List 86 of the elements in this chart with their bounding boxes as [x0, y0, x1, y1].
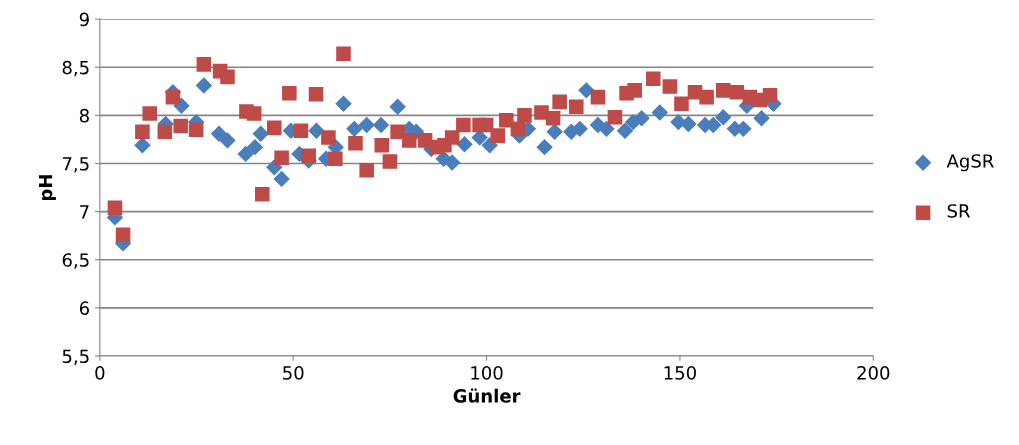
y-tick-label: 7	[80, 205, 89, 219]
point	[282, 85, 297, 101]
point	[246, 138, 264, 156]
point	[444, 130, 460, 145]
point	[237, 145, 254, 163]
x-tick-label: 0	[95, 366, 105, 380]
point	[456, 136, 473, 153]
point	[135, 124, 150, 140]
y-tick-label: 8,5	[62, 60, 89, 77]
point	[115, 227, 131, 243]
x-tick-label: 200	[857, 366, 890, 380]
point	[346, 120, 363, 138]
point	[552, 94, 567, 110]
point	[308, 122, 325, 139]
x-tick-label: 150	[664, 366, 696, 380]
point	[662, 79, 678, 94]
point	[546, 123, 563, 140]
x-axis-title: Günler	[453, 388, 521, 403]
x-tick-label: 100	[471, 366, 503, 380]
point	[382, 154, 398, 169]
y-tick-label: 6	[79, 301, 89, 315]
point	[374, 137, 390, 153]
point	[607, 110, 623, 125]
point	[142, 106, 158, 121]
point	[308, 86, 324, 102]
point	[715, 109, 732, 126]
point	[196, 57, 212, 72]
point	[645, 71, 661, 87]
point	[680, 115, 697, 133]
point	[134, 137, 151, 154]
point	[246, 106, 262, 121]
point	[336, 46, 351, 62]
point	[627, 83, 642, 98]
point	[220, 69, 235, 85]
point	[633, 110, 650, 127]
point	[328, 151, 343, 166]
point	[762, 87, 778, 103]
point	[358, 116, 375, 134]
y-tick-label: 9	[79, 12, 89, 27]
legend-label: AgSR	[946, 154, 994, 172]
point	[266, 120, 282, 136]
point	[293, 123, 309, 139]
point	[536, 138, 553, 156]
point	[321, 130, 336, 145]
point	[753, 110, 770, 127]
point	[651, 104, 669, 121]
y-tick-label: 7,5	[62, 157, 89, 173]
legend-label: SR	[947, 204, 971, 218]
point	[389, 98, 406, 115]
point	[401, 133, 417, 148]
y-tick-label: 5,5	[62, 349, 89, 365]
point	[569, 99, 584, 114]
point	[274, 150, 289, 166]
point	[165, 89, 181, 105]
point	[173, 118, 188, 134]
point	[335, 95, 352, 113]
y-tick-label: 8	[79, 108, 89, 123]
point	[578, 82, 595, 99]
point	[301, 148, 316, 164]
y-tick-label: 6,5	[62, 253, 89, 269]
point	[273, 170, 290, 188]
point	[499, 112, 514, 128]
point	[107, 200, 123, 216]
point	[598, 120, 615, 138]
point	[157, 124, 173, 140]
point	[481, 137, 498, 154]
point	[545, 110, 561, 126]
point	[255, 187, 270, 202]
point	[517, 108, 532, 123]
point	[188, 122, 204, 138]
point	[490, 128, 506, 143]
point	[252, 125, 269, 142]
point	[219, 132, 236, 149]
point	[195, 77, 213, 94]
x-tick-label: 50	[283, 366, 304, 380]
y-axis-title: pH	[38, 175, 56, 201]
point	[372, 116, 390, 134]
point	[699, 89, 714, 105]
point	[348, 136, 363, 151]
point	[729, 85, 745, 100]
point	[616, 122, 634, 139]
point	[359, 162, 374, 178]
point	[590, 89, 606, 105]
point	[390, 124, 405, 140]
point	[456, 117, 471, 133]
point	[674, 96, 689, 112]
